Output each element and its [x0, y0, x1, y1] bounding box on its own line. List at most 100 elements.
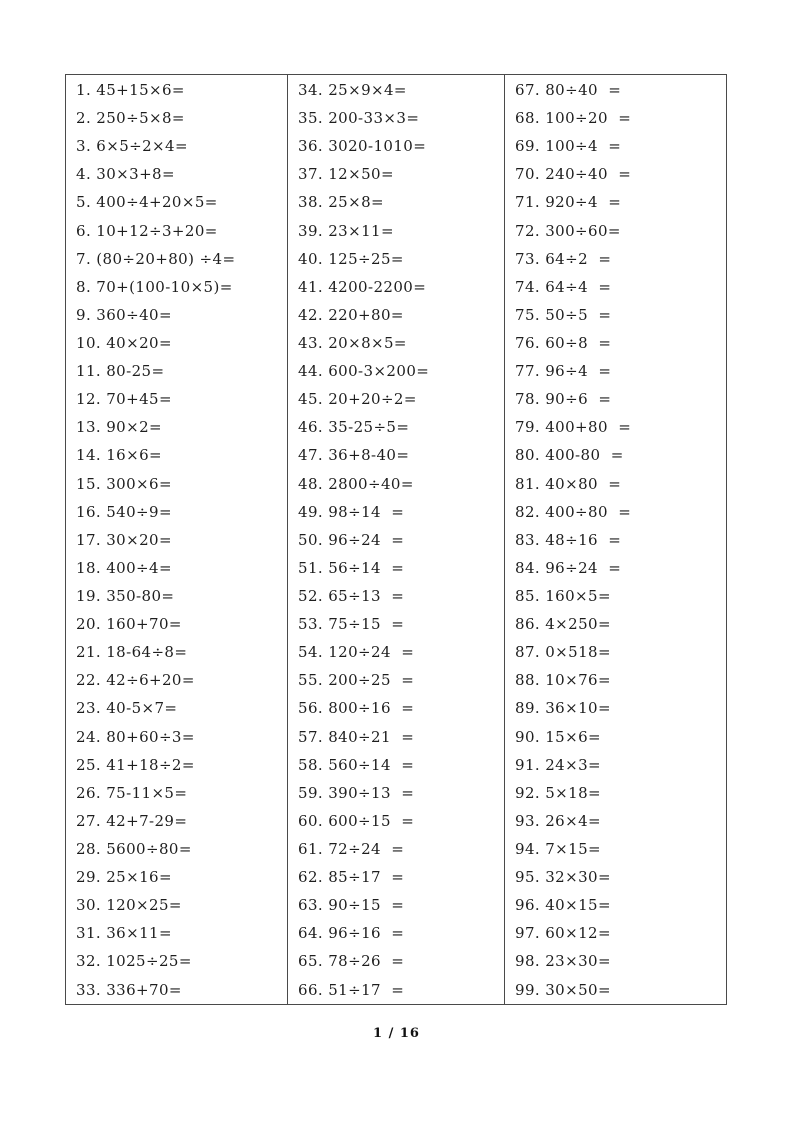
- problem-item: 5. 400÷4+20×5=: [76, 193, 218, 212]
- problem-item: 21. 18-64÷8=: [76, 643, 188, 662]
- problem-item: 22. 42÷6+20=: [76, 671, 195, 690]
- problem-item: 79. 400+80 =: [515, 418, 632, 437]
- problems-column-3: 67. 80÷40 = 68. 100÷20 = 69. 100÷4 = 70. 24…: [505, 75, 726, 1004]
- problem-item: 23. 40-5×7=: [76, 699, 178, 718]
- problem-item: 84. 96÷24 =: [515, 558, 622, 577]
- problem-item: 62. 85÷17 =: [298, 868, 405, 887]
- problem-item: 80. 400-80 =: [515, 446, 624, 465]
- problem-item: 37. 12×50=: [298, 165, 394, 184]
- problem-item: 6. 10+12÷3+20=: [76, 221, 218, 240]
- problem-item: 3. 6×5÷2×4=: [76, 137, 188, 156]
- problem-item: 27. 42+7-29=: [76, 811, 188, 830]
- problem-item: 18. 400÷4=: [76, 558, 172, 577]
- problem-item: 82. 400÷80 =: [515, 502, 632, 521]
- problem-item: 91. 24×3=: [515, 755, 601, 774]
- problem-item: 49. 98÷14 =: [298, 502, 405, 521]
- problem-item: 99. 30×50=: [515, 980, 611, 999]
- problem-item: 96. 40×15=: [515, 896, 611, 915]
- problem-item: 1. 45+15×6=: [76, 81, 185, 100]
- problem-item: 42. 220+80=: [298, 305, 404, 324]
- problem-item: 41. 4200-2200=: [298, 277, 427, 296]
- problem-item: 94. 7×15=: [515, 840, 601, 858]
- problem-item: 90. 15×6=: [515, 727, 601, 746]
- problem-item: 86. 4×250=: [515, 615, 611, 634]
- problem-item: 51. 56÷14 =: [298, 558, 405, 577]
- problem-item: 88. 10×76=: [515, 671, 611, 690]
- problem-item: 45. 20+20÷2=: [298, 390, 417, 409]
- problem-item: 20. 160+70=: [76, 615, 182, 634]
- problem-item: 74. 64÷4 =: [515, 277, 612, 296]
- problems-column-1: 1. 45+15×6= 2. 250÷5×8= 3. 6×5÷2×4= 4. 30×3…: [66, 75, 288, 1004]
- problem-item: 32. 1025÷25=: [76, 952, 192, 971]
- problem-item: 56. 800÷16 =: [298, 699, 415, 718]
- problem-item: 52. 65÷13 =: [298, 587, 405, 606]
- problem-item: 60. 600÷15 =: [298, 811, 415, 830]
- problem-item: 85. 160×5=: [515, 587, 611, 606]
- problem-item: 9. 360÷40=: [76, 305, 172, 324]
- problem-item: 35. 200-33×3=: [298, 109, 420, 128]
- problem-item: 67. 80÷40 =: [515, 81, 622, 100]
- problem-item: 71. 920÷4 =: [515, 193, 622, 212]
- problem-item: 53. 75÷15 =: [298, 615, 405, 634]
- problem-item: 4. 30×3+8=: [76, 165, 175, 184]
- problem-item: 10. 40×20=: [76, 334, 172, 353]
- problem-item: 33. 336+70=: [76, 980, 182, 999]
- problem-item: 16. 540÷9=: [76, 502, 172, 521]
- problem-item: 95. 32×30=: [515, 868, 611, 887]
- problem-item: 7. (80÷20+80) ÷4=: [76, 249, 236, 268]
- problem-item: 12. 70+45=: [76, 390, 172, 409]
- problem-item: 83. 48÷16 =: [515, 530, 622, 549]
- problem-item: 44. 600-3×200=: [298, 362, 430, 381]
- problem-item: 31. 36×11=: [76, 924, 172, 943]
- problem-item: 73. 64÷2 =: [515, 249, 612, 268]
- problem-item: 58. 560÷14 =: [298, 755, 415, 774]
- problem-item: 77. 96÷4 =: [515, 362, 612, 381]
- problem-item: 29. 25×16=: [76, 868, 172, 887]
- problem-item: 17. 30×20=: [76, 530, 172, 549]
- problem-item: 93. 26×4=: [515, 811, 601, 830]
- problem-item: 64. 96÷16 =: [298, 924, 405, 943]
- problem-item: 24. 80+60÷3=: [76, 727, 195, 746]
- problem-item: 8. 70+(100-10×5)=: [76, 277, 233, 296]
- problem-item: 61. 72÷24 =: [298, 840, 405, 858]
- problem-item: 68. 100÷20 =: [515, 109, 632, 128]
- problem-item: 50. 96÷24 =: [298, 530, 405, 549]
- problem-item: 26. 75-11×5=: [76, 783, 188, 802]
- problem-item: 43. 20×8×5=: [298, 334, 407, 353]
- problem-item: 47. 36+8-40=: [298, 446, 410, 465]
- problem-item: 75. 50÷5 =: [515, 305, 612, 324]
- problem-item: 78. 90÷6 =: [515, 390, 612, 409]
- problem-item: 76. 60÷8 =: [515, 334, 612, 353]
- problem-item: 15. 300×6=: [76, 474, 172, 493]
- problem-item: 38. 25×8=: [298, 193, 384, 212]
- problem-item: 34. 25×9×4=: [298, 81, 407, 100]
- problem-item: 81. 40×80 =: [515, 474, 622, 493]
- problem-item: 14. 16×6=: [76, 446, 162, 465]
- problem-item: 25. 41+18÷2=: [76, 755, 195, 774]
- problem-item: 2. 250÷5×8=: [76, 109, 185, 128]
- problem-item: 97. 60×12=: [515, 924, 611, 943]
- problem-item: 63. 90÷15 =: [298, 896, 405, 915]
- problem-item: 55. 200÷25 =: [298, 671, 415, 690]
- problem-item: 54. 120÷24 =: [298, 643, 415, 662]
- problems-table: 1. 45+15×6= 2. 250÷5×8= 3. 6×5÷2×4= 4. 30×3…: [65, 74, 727, 1005]
- problem-item: 98. 23×30=: [515, 952, 611, 971]
- problem-item: 57. 840÷21 =: [298, 727, 415, 746]
- problem-item: 46. 35-25÷5=: [298, 418, 410, 437]
- problem-item: 59. 390÷13 =: [298, 783, 415, 802]
- problem-item: 87. 0×518=: [515, 643, 611, 662]
- problem-item: 48. 2800÷40=: [298, 474, 414, 493]
- problem-item: 70. 240÷40 =: [515, 165, 632, 184]
- problem-item: 65. 78÷26 =: [298, 952, 405, 971]
- problem-item: 72. 300÷60=: [515, 221, 621, 240]
- problems-column-2: 34. 25×9×4= 35. 200-33×3= 36. 3020-1010= 37…: [288, 75, 505, 1004]
- problem-item: 92. 5×18=: [515, 783, 601, 802]
- problem-item: 40. 125÷25=: [298, 249, 404, 268]
- problem-item: 89. 36×10=: [515, 699, 611, 718]
- problem-item: 66. 51÷17 =: [298, 980, 405, 999]
- page-number: 1 / 16: [373, 1026, 420, 1041]
- problem-item: 19. 350-80=: [76, 587, 175, 606]
- problem-item: 36. 3020-1010=: [298, 137, 427, 156]
- problem-item: 30. 120×25=: [76, 896, 182, 915]
